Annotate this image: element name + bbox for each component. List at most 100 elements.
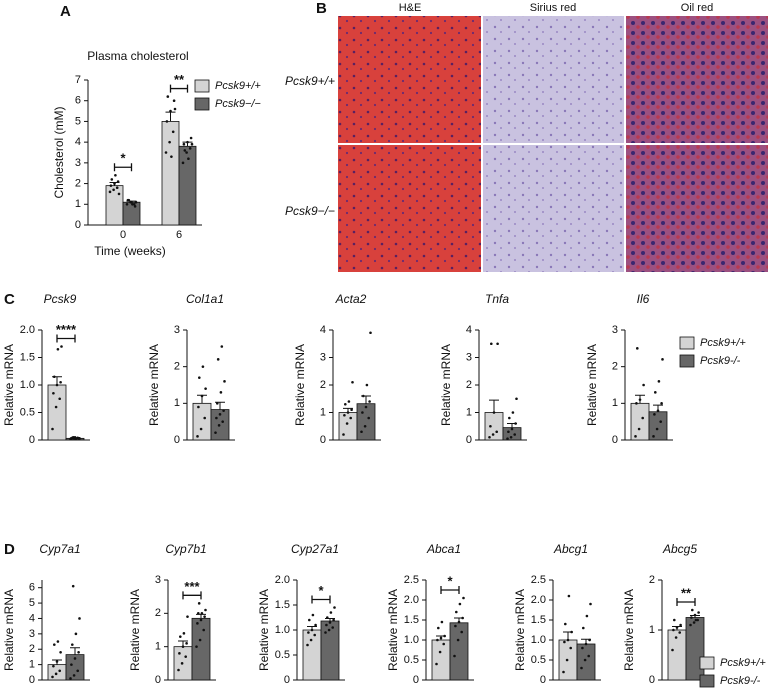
data-point (110, 178, 114, 181)
data-point (77, 651, 80, 654)
panel-label: B (316, 0, 327, 17)
data-point (490, 342, 493, 346)
y-tick-label: 4 (466, 324, 472, 336)
data-point (511, 411, 515, 414)
y-axis-label: Relative mRNA (293, 344, 307, 426)
y-axis-label: Relative mRNA (513, 589, 527, 671)
data-point (54, 405, 58, 409)
y-tick-label: 2 (155, 607, 161, 619)
data-point (583, 658, 587, 662)
data-point (659, 420, 662, 423)
data-point (69, 677, 72, 680)
significance-label: ** (681, 585, 692, 600)
data-point (563, 640, 566, 644)
y-tick-label: 0 (29, 434, 35, 446)
bar (576, 643, 596, 681)
data-point (324, 631, 327, 634)
data-point (461, 616, 464, 620)
data-point (134, 200, 138, 204)
data-point (689, 623, 692, 627)
x-axis-label: Time (weeks) (94, 244, 166, 258)
x-tick-label: 0 (120, 229, 126, 241)
data-point (56, 347, 60, 351)
y-tick-label: 2 (75, 177, 81, 189)
data-point (197, 612, 200, 615)
data-point (195, 645, 198, 648)
significance-label: **** (56, 322, 77, 337)
y-tick-label: 2 (29, 643, 35, 655)
data-point (73, 657, 77, 660)
y-tick-label: 1 (612, 397, 618, 409)
legend-swatch (699, 674, 715, 688)
micrograph (338, 145, 481, 272)
data-point (589, 602, 592, 606)
data-point (114, 173, 117, 177)
bar (302, 629, 322, 681)
y-tick-label: 3 (174, 324, 180, 336)
bar (122, 201, 141, 226)
data-point (72, 674, 76, 677)
bar (356, 403, 376, 441)
data-point (187, 157, 190, 161)
data-point (74, 632, 78, 636)
data-point (508, 416, 511, 420)
data-point (364, 405, 368, 409)
y-tick-label: 1.0 (404, 634, 419, 646)
y-tick-label: 2 (466, 379, 472, 391)
y-axis-label: Relative mRNA (128, 589, 142, 671)
data-point (177, 668, 180, 672)
data-point (201, 365, 205, 368)
data-point (70, 663, 73, 666)
gene-title: Abcg5 (662, 542, 697, 556)
data-point (55, 660, 59, 663)
data-point (351, 380, 354, 384)
y-tick-label: 4 (320, 324, 326, 336)
column-label: Sirius red (530, 2, 576, 14)
data-point (492, 411, 496, 414)
y-tick-label: 2.5 (404, 574, 419, 586)
data-point (566, 638, 570, 642)
y-axis-label: Relative mRNA (585, 344, 599, 426)
data-point (584, 642, 588, 646)
data-point (308, 618, 311, 622)
bar (648, 411, 668, 441)
data-point (328, 621, 332, 624)
data-point (657, 380, 661, 383)
bar (192, 402, 212, 441)
y-tick-label: 0 (649, 674, 655, 686)
data-point (127, 198, 131, 202)
data-point (130, 200, 133, 204)
data-point (581, 646, 584, 650)
data-point (56, 640, 60, 643)
data-point (327, 628, 331, 632)
data-point (694, 618, 698, 622)
data-point (507, 430, 510, 434)
micrograph (338, 16, 481, 143)
data-point (652, 435, 655, 438)
legend-label: Pcsk9+/+ (720, 657, 766, 669)
data-point (76, 669, 79, 673)
data-point (186, 140, 189, 144)
y-tick-label: 1.0 (275, 624, 290, 636)
bar (449, 622, 469, 681)
data-point (54, 672, 58, 676)
data-point (569, 646, 572, 650)
legend-label: Pcsk9−/− (215, 98, 261, 110)
y-tick-label: 1 (466, 406, 472, 418)
data-point (78, 617, 81, 620)
panel-label: C (4, 291, 15, 308)
data-point (179, 635, 182, 638)
data-point (636, 347, 639, 350)
data-point (332, 618, 335, 622)
data-point (188, 147, 192, 150)
data-point (58, 669, 61, 673)
histology: H&E Sirius red Oil red Pcsk9+/+ Pcsk9−/− (285, 2, 768, 272)
data-point (442, 642, 446, 646)
micrograph (483, 145, 624, 272)
data-point (197, 405, 200, 409)
data-point (178, 652, 181, 655)
data-point (199, 427, 203, 431)
data-point (671, 648, 674, 652)
data-point (307, 631, 310, 634)
